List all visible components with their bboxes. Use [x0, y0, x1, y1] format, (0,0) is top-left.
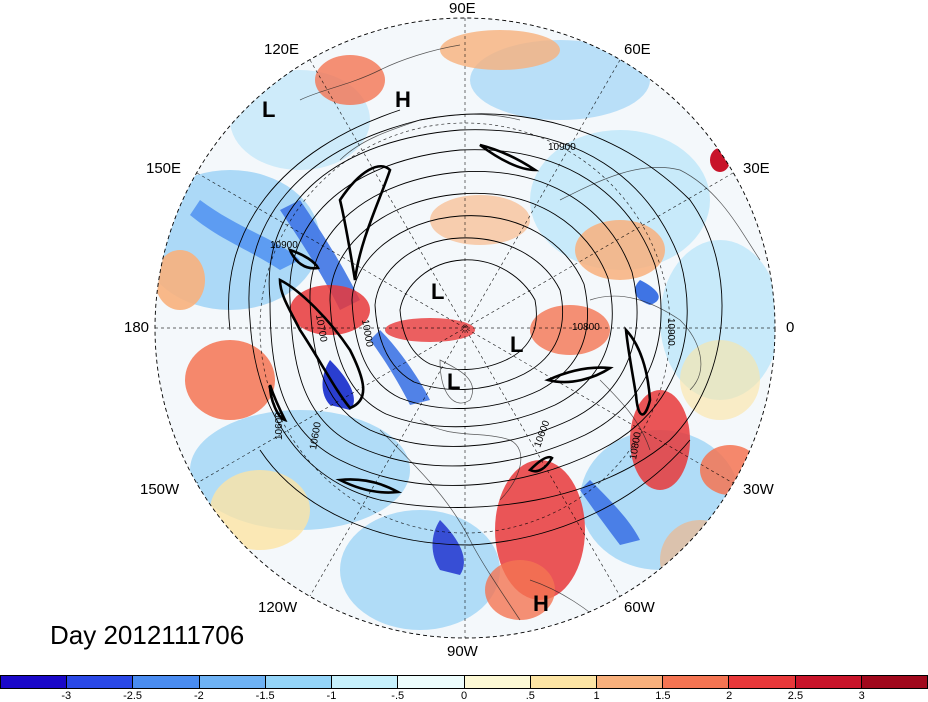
lon-label-90w: 90W	[447, 643, 478, 660]
colorbar-box	[596, 676, 664, 688]
lon-label-90e: 90E	[449, 0, 476, 17]
lon-label-30w: 30W	[743, 481, 774, 498]
colorbar-box	[861, 676, 928, 688]
contour-label: 10900	[665, 318, 676, 346]
colorbar-box	[67, 676, 134, 688]
high-pressure-marker: H	[533, 591, 549, 616]
low-pressure-marker: L	[262, 97, 276, 122]
map-boundary	[154, 17, 776, 639]
colorbar-box	[1, 676, 68, 688]
colorbar-box	[133, 676, 200, 688]
lon-label-150e: 150E	[146, 160, 182, 177]
contour-label: 10600	[274, 412, 285, 440]
lon-label-150w: 150W	[140, 481, 180, 498]
lon-label-120w: 120W	[258, 599, 298, 616]
colorbar-tick-label: -.5	[391, 690, 405, 702]
colorbar-box	[199, 676, 266, 688]
colorbar-box	[398, 676, 465, 688]
low-pressure-marker: L	[431, 279, 445, 304]
contour-label: 10600	[308, 421, 324, 451]
contour-label: 10800	[628, 431, 644, 461]
high-pressure-marker: H	[395, 87, 411, 112]
jet-contours	[268, 143, 652, 494]
contour-label: 10000	[359, 319, 375, 349]
lon-label-120e: 120E	[264, 41, 300, 58]
colorbar-tick-label: -1	[326, 690, 337, 702]
colorbar	[0, 675, 928, 689]
colorbar-box	[464, 676, 531, 688]
colorbar-box	[795, 676, 862, 688]
graticule	[155, 18, 775, 638]
contour-label: 10900	[270, 240, 298, 251]
lon-label-30e: 30E	[743, 160, 770, 177]
colorbar-tick-label: -3	[61, 690, 72, 702]
colorbar-tick-label: 3	[858, 690, 865, 702]
date-label: Day 2012111706	[50, 620, 245, 650]
lon-label-60w: 60W	[624, 599, 655, 616]
colorbar-tick-label: -2.5	[123, 690, 143, 702]
colorbar-box	[729, 676, 796, 688]
contour-label: 10800	[572, 322, 600, 333]
colorbar-tick-label: 2.5	[787, 690, 804, 702]
colorbar-tick-label: 1.5	[655, 690, 671, 702]
colorbar-tick-label: 1	[593, 690, 600, 702]
colorbar-tick-label: 2	[726, 690, 733, 702]
contour-label: 10900	[548, 142, 576, 153]
lon-label-0: 0	[786, 319, 795, 336]
lon-label-60e: 60E	[624, 41, 651, 58]
colorbar-box	[332, 676, 399, 688]
low-pressure-marker: L	[447, 369, 461, 394]
colorbar-tick-label: .5	[525, 690, 535, 702]
colorbar-tick-label: -2	[193, 690, 204, 702]
colorbar-box	[530, 676, 597, 688]
colorbar-tick-label: -1.5	[255, 690, 275, 702]
colorbar-tick-label: 0	[460, 690, 468, 702]
low-pressure-marker: L	[510, 332, 524, 357]
anomaly-field	[155, 18, 775, 638]
colorbar-box	[265, 676, 333, 688]
lon-label-180: 180	[124, 319, 150, 336]
contour-label: 10700	[313, 314, 329, 344]
height-contours	[228, 109, 723, 546]
colorbar-box	[663, 676, 730, 688]
